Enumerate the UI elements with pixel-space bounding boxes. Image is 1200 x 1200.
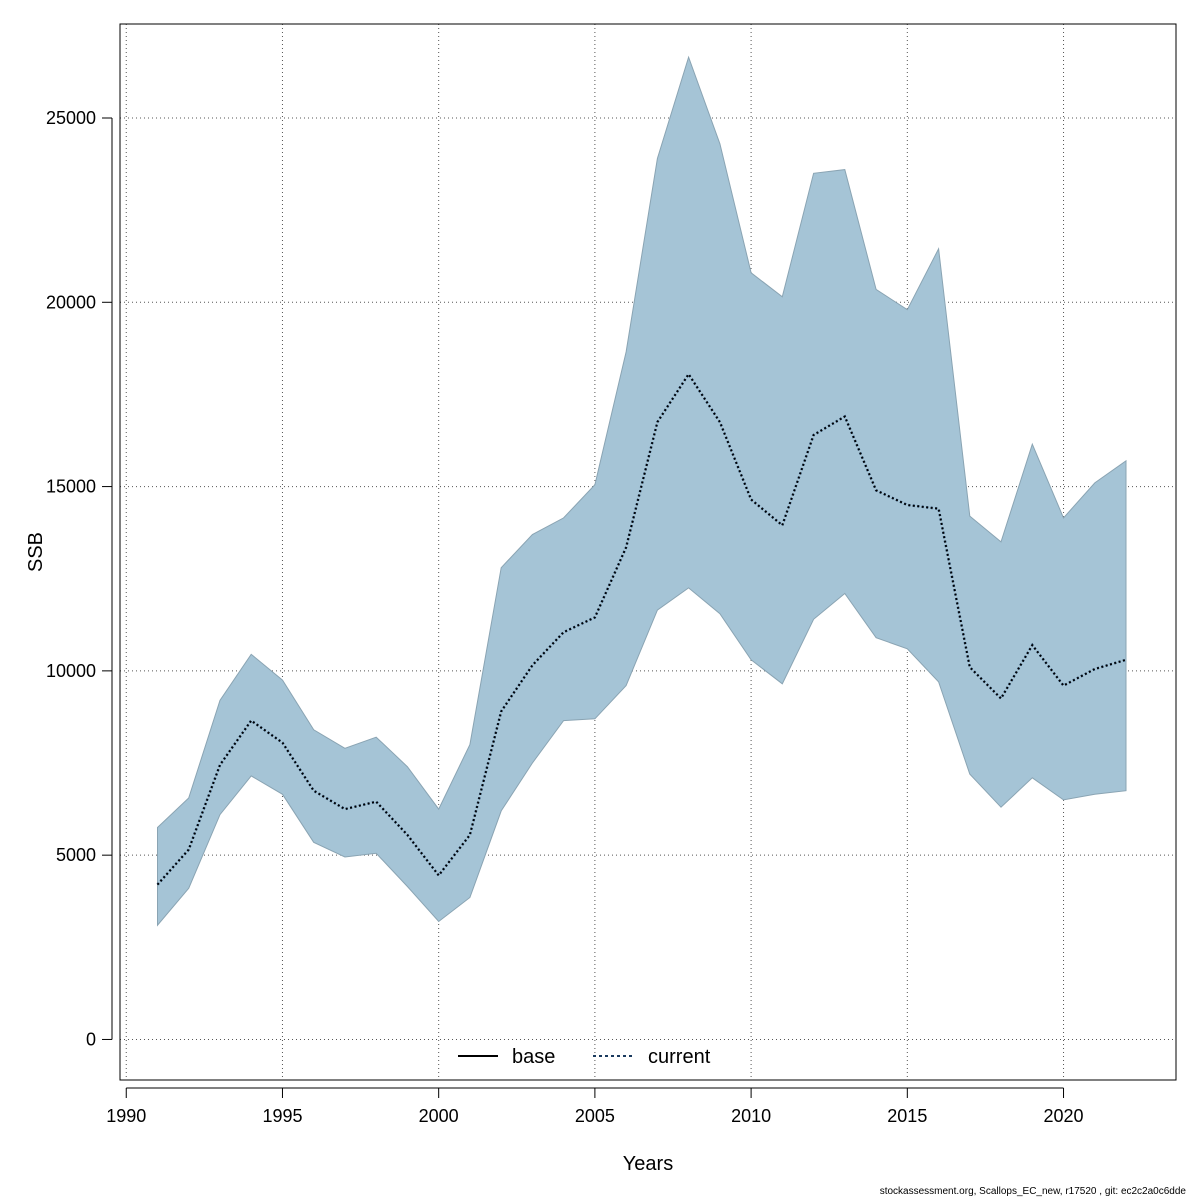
x-tick-label: 2010 (731, 1106, 771, 1126)
legend: base current (458, 1046, 711, 1068)
y-axis-title: SSB (25, 532, 47, 572)
y-tick-label: 10000 (46, 661, 96, 681)
legend-label-current: current (648, 1046, 711, 1068)
y-tick-label: 20000 (46, 292, 96, 312)
x-tick-label: 2020 (1044, 1106, 1084, 1126)
series-line-current (156, 372, 1127, 886)
x-axis: 1990 1995 2000 2005 2010 2015 2020 (106, 1087, 1084, 1126)
series-lines (156, 371, 1127, 886)
y-tick-label: 25000 (46, 108, 96, 128)
x-tick-label: 1990 (106, 1106, 146, 1126)
legend-label-base: base (512, 1046, 555, 1068)
y-tick-label: 0 (86, 1029, 96, 1049)
plot-frame (119, 23, 1177, 1081)
y-tick-label: 15000 (46, 477, 96, 497)
x-tick-label: 2015 (887, 1106, 927, 1126)
y-axis: 0 5000 10000 15000 20000 25000 (46, 108, 113, 1049)
confidence-band (157, 55, 1127, 927)
y-tick-label: 5000 (56, 845, 96, 865)
footer-credit: stockassessment.org, Scallops_EC_new, r1… (879, 1186, 1186, 1197)
x-axis-title: Years (623, 1153, 673, 1175)
x-tick-label: 2005 (575, 1106, 615, 1126)
x-tick-label: 2000 (419, 1106, 459, 1126)
band-area (157, 55, 1127, 927)
x-tick-label: 1995 (262, 1106, 302, 1126)
